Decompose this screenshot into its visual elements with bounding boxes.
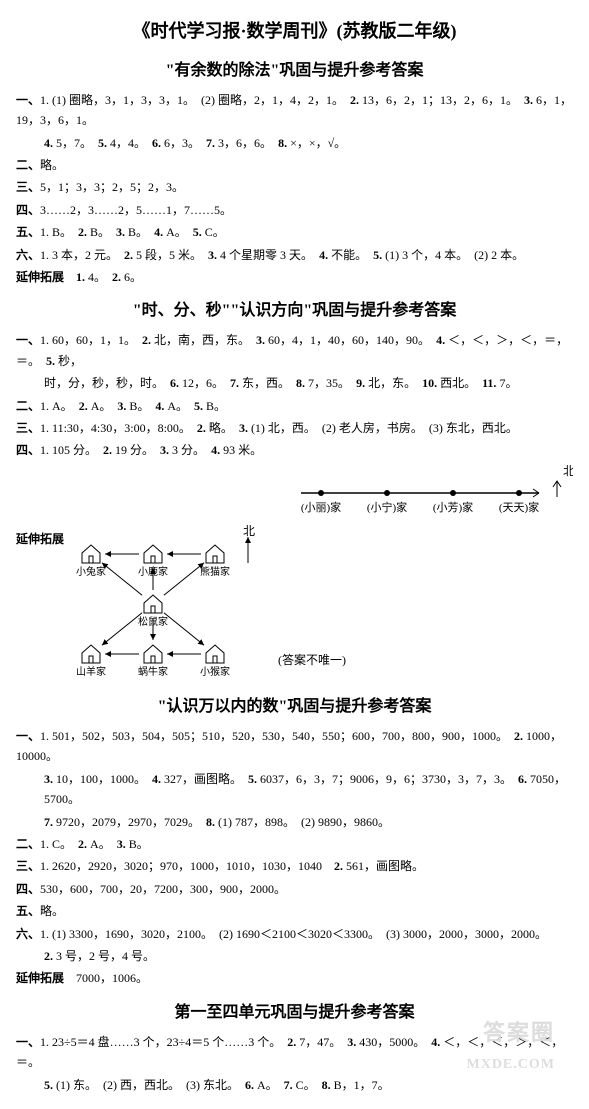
answer-line: 三、1. 2620，2920，3020；970，1000，1010，1030，1… <box>16 856 573 876</box>
answer-line: 四、1. 105 分。 2. 19 分。 3. 3 分。 4. 93 米。 <box>16 440 573 460</box>
svg-text:(天天)家: (天天)家 <box>499 500 539 514</box>
answer-line: 一、1. (1) 圈略，3，1，3，3，1。 (2) 圈略，2，1，4，2，1。… <box>16 90 573 131</box>
answer-line: 时，分，秒，秒，时。 6. 12，6。 7. 东，西。 8. 7，35。 9. … <box>16 373 573 393</box>
svg-text:(小宁)家: (小宁)家 <box>367 500 407 514</box>
section-title: 第一至四单元巩固与提升参考答案 <box>16 999 573 1026</box>
section-title: "时、分、秒""认识方向"巩固与提升参考答案 <box>16 297 573 324</box>
answer-line: 二、1. A。 2. A。 3. B。 4. A。 5. B。 <box>16 396 573 416</box>
answer-line: 3. 10，100，1000。 4. 327，画图略。 5. 6037，6，3，… <box>16 769 573 810</box>
answer-line: 四、3……2，3……2，5……1，7……5。 <box>16 200 573 220</box>
answer-line: 2. 3 号，2 号，4 号。 <box>16 946 573 966</box>
svg-text:松鼠家: 松鼠家 <box>138 615 168 628</box>
house-direction-diagram: 北小兔家 小鹿家 熊猫家松鼠家山羊家 蜗牛家 小猴家 <box>72 523 262 683</box>
answer-line: 7. 9720，2079，2970，7029。 8. (1) 787，898。 … <box>16 812 573 832</box>
answer-line: 六、1. 3 本，2 元。 2. 5 段，5 米。 3. 4 个星期零 3 天。… <box>16 245 573 265</box>
answer-line: 二、1. C。 2. A。 3. B。 <box>16 834 573 854</box>
svg-text:北: 北 <box>243 524 255 538</box>
svg-text:熊猫家: 熊猫家 <box>200 565 230 578</box>
section-title: "认识万以内的数"巩固与提升参考答案 <box>16 693 573 720</box>
answer-line: 5. (1) 东。 (2) 西，西北。 (3) 东北。 6. A。 7. C。 … <box>16 1075 573 1095</box>
svg-text:(小芳)家: (小芳)家 <box>433 500 473 514</box>
section-title: "有余数的除法"巩固与提升参考答案 <box>16 57 573 84</box>
answer-line: 六、1. (1) 3300，1690，3020，2100。 (2) 1690＜2… <box>16 924 573 944</box>
extension-label: 延伸拓展 <box>16 523 64 549</box>
answer-line: 四、530，600，700，20，7200，300，900，2000。 <box>16 879 573 899</box>
number-line-wrap: 北 (小丽)家 (小宁)家 (小芳)家 (天天)家 <box>16 463 573 519</box>
answer-line: 一、1. 23÷5＝4 盘……3 个，23÷4＝5 个……3 个。 2. 7，4… <box>16 1032 573 1073</box>
content-container: "有余数的除法"巩固与提升参考答案一、1. (1) 圈略，3，1，3，3，1。 … <box>16 57 573 1095</box>
svg-text:小猴家: 小猴家 <box>200 665 230 678</box>
number-line-diagram: 北 (小丽)家 (小宁)家 (小芳)家 (天天)家 <box>293 463 573 519</box>
answer-line: 延伸拓展 1. 4。 2. 6。 <box>16 267 573 287</box>
svg-text:山羊家: 山羊家 <box>76 665 106 678</box>
answer-line: 五、1. B。 2. B。 3. B。 4. A。 5. C。 <box>16 222 573 242</box>
answer-line: 二、略。 <box>16 155 573 175</box>
svg-text:北: 北 <box>563 464 573 478</box>
svg-text:蜗牛家: 蜗牛家 <box>138 665 168 678</box>
answer-line: 五、略。 <box>16 901 573 921</box>
svg-text:小鹿家: 小鹿家 <box>138 565 168 578</box>
answer-line: 三、5，1；3，3；2，5；2，3。 <box>16 177 573 197</box>
answer-line: 一、1. 501，502，503，504，505；510，520，530，540… <box>16 726 573 767</box>
main-title: 《时代学习报·数学周刊》(苏教版二年级) <box>16 16 573 47</box>
answer-line: 延伸拓展 7000，1006。 <box>16 968 573 988</box>
answer-line: 4. 5，7。 5. 4，4。 6. 6，3。 7. 3，6，6。 8. ×，×… <box>16 133 573 153</box>
svg-text:小兔家: 小兔家 <box>76 565 106 578</box>
answer-line: 一、1. 60，60，1，1。 2. 北，南，西，东。 3. 60，4，1，40… <box>16 330 573 371</box>
diagram-caption: (答案不唯一) <box>278 650 346 682</box>
svg-text:(小丽)家: (小丽)家 <box>301 500 341 514</box>
house-diagram-row: 延伸拓展 北小兔家 小鹿家 熊猫家松鼠家山羊家 蜗牛家 小猴家 (答案不唯一) <box>16 523 573 683</box>
answer-line: 三、1. 11:30，4:30，3:00，8:00。 2. 略。 3. (1) … <box>16 418 573 438</box>
